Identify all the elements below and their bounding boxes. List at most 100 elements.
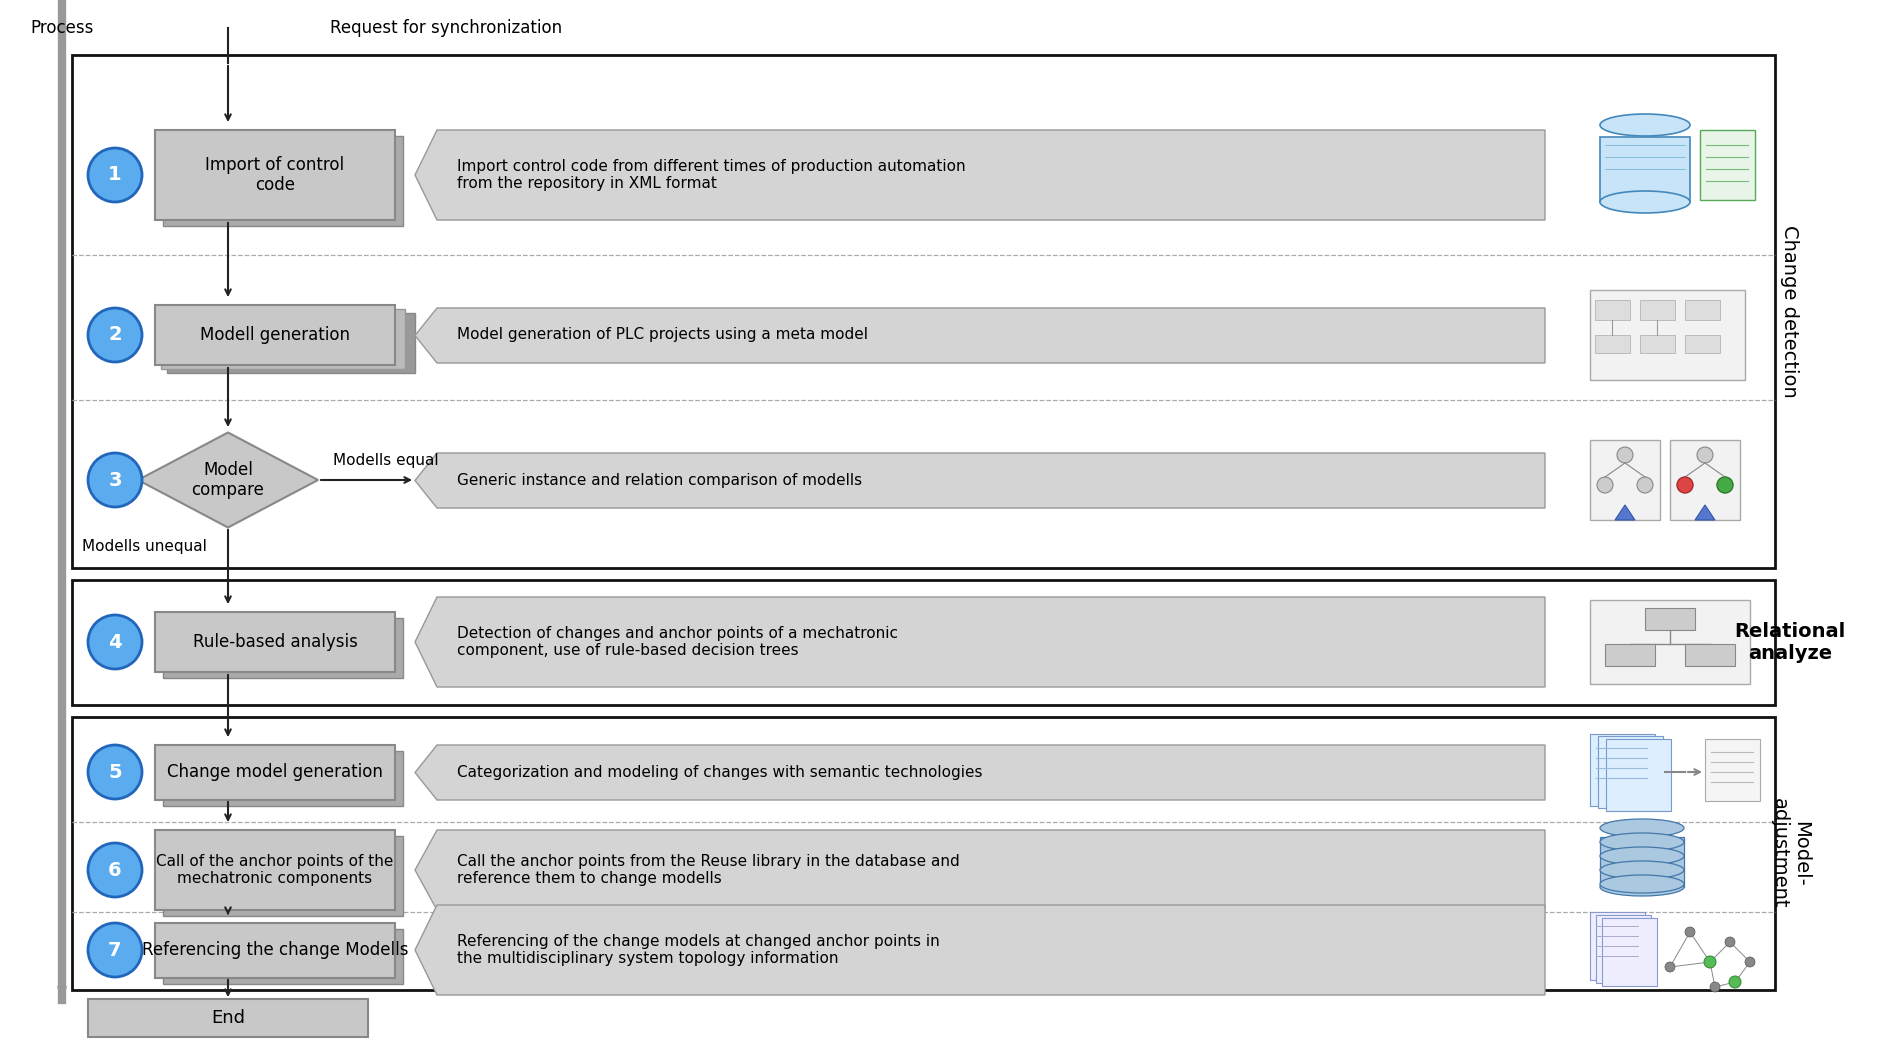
Text: End: End (210, 1009, 246, 1027)
Bar (88, 1000, 368, 1037)
Circle shape (1725, 937, 1734, 947)
Circle shape (1676, 477, 1693, 493)
Ellipse shape (1599, 861, 1684, 879)
Circle shape (88, 923, 143, 977)
Text: Process: Process (30, 19, 94, 37)
Polygon shape (139, 433, 317, 528)
Circle shape (88, 148, 143, 202)
Ellipse shape (1599, 114, 1689, 136)
Bar (1704, 739, 1761, 801)
Ellipse shape (1599, 191, 1689, 213)
Bar (71, 717, 1776, 990)
Circle shape (1704, 957, 1716, 967)
Text: Model generation of PLC projects using a meta model: Model generation of PLC projects using a… (456, 328, 867, 343)
Text: Modells unequal: Modells unequal (83, 539, 206, 555)
Bar (161, 309, 405, 369)
Bar (167, 313, 415, 373)
Text: Call the anchor points from the Reuse library in the database and
reference them: Call the anchor points from the Reuse li… (456, 853, 959, 886)
Bar (1599, 137, 1689, 202)
Circle shape (88, 843, 143, 897)
Text: Model
compare: Model compare (191, 460, 265, 499)
Text: 2: 2 (109, 326, 122, 345)
Circle shape (1717, 477, 1732, 493)
Bar (1686, 335, 1719, 353)
Bar (1686, 644, 1734, 666)
Bar (1640, 335, 1674, 353)
Polygon shape (415, 830, 1545, 910)
Bar (156, 923, 394, 978)
Bar (156, 745, 394, 800)
Bar (71, 55, 1776, 568)
Bar (1605, 644, 1656, 666)
Circle shape (88, 615, 143, 669)
Circle shape (1746, 957, 1755, 967)
Polygon shape (415, 905, 1545, 995)
Text: 5: 5 (109, 762, 122, 782)
Circle shape (1710, 982, 1719, 992)
Bar (71, 580, 1776, 705)
Bar (156, 612, 394, 672)
Text: Import of control
code: Import of control code (205, 156, 345, 194)
Polygon shape (415, 130, 1545, 220)
Bar (1590, 600, 1749, 684)
Text: 4: 4 (109, 633, 122, 652)
Circle shape (1637, 477, 1654, 493)
Ellipse shape (1599, 847, 1684, 865)
Text: Import control code from different times of production automation
from the repos: Import control code from different times… (456, 159, 965, 191)
Bar (1701, 130, 1755, 200)
Bar (156, 830, 394, 910)
Bar (163, 751, 404, 806)
Text: 7: 7 (109, 941, 122, 960)
Text: Relational
analyze: Relational analyze (1734, 622, 1845, 663)
Ellipse shape (1599, 833, 1684, 851)
Bar (1595, 300, 1629, 320)
Text: Categorization and modeling of changes with semantic technologies: Categorization and modeling of changes w… (456, 764, 982, 780)
Polygon shape (415, 597, 1545, 687)
Bar (1590, 440, 1659, 520)
Text: Referencing the change Modells: Referencing the change Modells (143, 941, 409, 959)
Bar (1597, 736, 1663, 808)
Polygon shape (415, 745, 1545, 800)
Bar (1640, 300, 1674, 320)
Bar (1671, 440, 1740, 520)
Text: Modell generation: Modell generation (201, 326, 349, 344)
Text: Rule-based analysis: Rule-based analysis (193, 633, 357, 651)
Polygon shape (1614, 504, 1635, 520)
Bar (1590, 912, 1644, 980)
Circle shape (88, 453, 143, 507)
Circle shape (1616, 447, 1633, 463)
Text: Request for synchronization: Request for synchronization (330, 19, 561, 37)
Circle shape (1704, 956, 1716, 968)
Circle shape (1717, 477, 1732, 493)
Bar (1590, 734, 1656, 806)
Text: 3: 3 (109, 471, 122, 490)
Text: Change detection: Change detection (1781, 225, 1800, 398)
Bar (1595, 915, 1652, 983)
Circle shape (1676, 477, 1693, 493)
Bar (1601, 918, 1657, 986)
Bar (1686, 300, 1719, 320)
Text: Model-
adjustment: Model- adjustment (1770, 799, 1811, 909)
Bar (1595, 335, 1629, 353)
Text: Call of the anchor points of the
mechatronic components: Call of the anchor points of the mechatr… (156, 853, 394, 886)
Text: Change model generation: Change model generation (167, 763, 383, 781)
Bar (163, 136, 404, 226)
Bar (156, 305, 394, 365)
Circle shape (1597, 477, 1612, 493)
Circle shape (1731, 977, 1740, 987)
Bar (1599, 837, 1684, 887)
Bar (1590, 290, 1746, 380)
Bar (163, 836, 404, 916)
Circle shape (1665, 962, 1674, 972)
Text: Detection of changes and anchor points of a mechatronic
component, use of rule-b: Detection of changes and anchor points o… (456, 625, 897, 658)
Bar (156, 130, 394, 220)
Circle shape (88, 745, 143, 799)
Bar (1607, 739, 1671, 811)
Circle shape (88, 308, 143, 362)
Text: Modells equal: Modells equal (332, 453, 439, 468)
Polygon shape (415, 453, 1545, 508)
Ellipse shape (1599, 878, 1684, 897)
Circle shape (1686, 927, 1695, 937)
Text: 6: 6 (109, 861, 122, 880)
Ellipse shape (1599, 875, 1684, 893)
